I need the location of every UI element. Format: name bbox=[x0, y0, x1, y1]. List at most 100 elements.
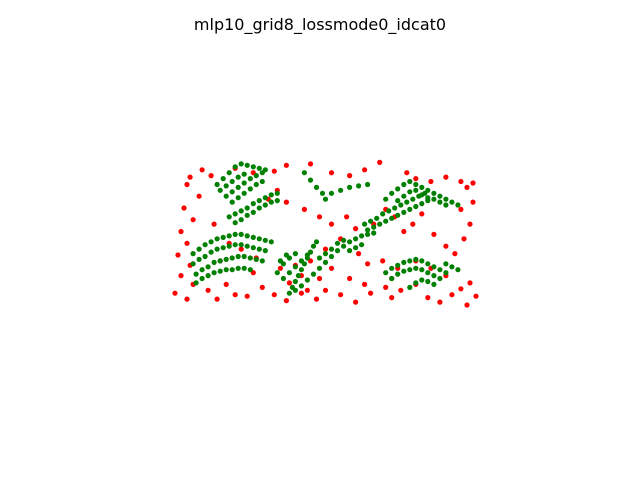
green-point-202 bbox=[395, 271, 401, 277]
green-point-69 bbox=[196, 256, 202, 262]
green-point-9 bbox=[217, 187, 223, 193]
green-point-124 bbox=[359, 233, 365, 239]
green-point-131 bbox=[304, 252, 310, 258]
green-point-103 bbox=[286, 290, 292, 296]
green-point-64 bbox=[250, 234, 256, 240]
green-point-31 bbox=[250, 201, 256, 207]
red-point-90 bbox=[380, 258, 386, 264]
red-point-78 bbox=[443, 243, 449, 249]
red-point-14 bbox=[443, 174, 449, 180]
green-point-217 bbox=[455, 267, 461, 273]
green-point-170 bbox=[443, 202, 449, 208]
red-point-32 bbox=[205, 287, 211, 293]
red-point-88 bbox=[356, 251, 362, 257]
green-point-117 bbox=[316, 265, 323, 271]
red-point-97 bbox=[277, 265, 283, 271]
green-point-137 bbox=[283, 252, 289, 258]
red-point-59 bbox=[301, 206, 307, 212]
red-point-5 bbox=[283, 162, 289, 168]
red-point-25 bbox=[175, 252, 181, 258]
green-point-128 bbox=[286, 270, 292, 276]
green-point-169 bbox=[437, 199, 443, 205]
green-point-77 bbox=[244, 243, 250, 249]
red-point-76 bbox=[419, 211, 425, 217]
green-point-150 bbox=[386, 208, 392, 214]
green-point-7 bbox=[256, 165, 262, 171]
green-point-196 bbox=[419, 258, 425, 264]
red-point-24 bbox=[184, 240, 190, 246]
green-point-186 bbox=[407, 189, 413, 195]
red-point-51 bbox=[449, 292, 455, 298]
green-point-3 bbox=[232, 164, 238, 170]
red-point-50 bbox=[437, 299, 443, 305]
red-point-44 bbox=[368, 290, 374, 296]
green-point-214 bbox=[431, 281, 437, 287]
green-point-65 bbox=[256, 236, 262, 242]
green-point-165 bbox=[413, 203, 419, 210]
green-point-36 bbox=[232, 220, 238, 226]
green-point-14 bbox=[223, 193, 229, 199]
green-point-140 bbox=[328, 246, 335, 252]
red-point-46 bbox=[389, 295, 395, 301]
green-point-38 bbox=[244, 212, 250, 218]
green-point-0 bbox=[214, 181, 220, 188]
red-point-43 bbox=[353, 299, 359, 305]
green-point-198 bbox=[431, 264, 437, 270]
green-point-111 bbox=[310, 243, 317, 249]
green-point-6 bbox=[250, 164, 256, 170]
red-point-82 bbox=[458, 206, 464, 212]
green-point-45 bbox=[307, 177, 314, 183]
red-point-15 bbox=[458, 178, 464, 185]
green-point-70 bbox=[202, 253, 208, 260]
green-point-114 bbox=[298, 283, 304, 289]
green-point-48 bbox=[322, 196, 329, 202]
red-point-17 bbox=[464, 184, 470, 190]
green-point-87 bbox=[229, 255, 235, 261]
green-point-130 bbox=[298, 258, 304, 264]
green-point-2 bbox=[226, 170, 232, 176]
red-point-45 bbox=[383, 284, 389, 290]
green-point-192 bbox=[395, 262, 401, 268]
green-point-93 bbox=[193, 280, 199, 286]
green-point-188 bbox=[419, 192, 425, 198]
green-point-138 bbox=[316, 255, 323, 261]
green-point-154 bbox=[410, 196, 416, 202]
red-point-101 bbox=[362, 281, 368, 287]
green-point-63 bbox=[244, 233, 250, 239]
red-point-77 bbox=[431, 231, 437, 237]
green-point-134 bbox=[292, 251, 298, 257]
red-point-9 bbox=[362, 167, 368, 173]
red-point-52 bbox=[458, 286, 464, 292]
red-point-39 bbox=[298, 290, 304, 296]
green-point-205 bbox=[413, 265, 419, 271]
green-point-125 bbox=[365, 231, 371, 237]
green-point-174 bbox=[401, 181, 407, 188]
green-point-97 bbox=[217, 268, 223, 274]
red-point-7 bbox=[328, 170, 335, 176]
green-point-96 bbox=[211, 270, 217, 276]
green-point-54 bbox=[190, 251, 196, 257]
green-point-139 bbox=[322, 251, 329, 257]
red-point-58 bbox=[283, 199, 289, 205]
green-point-59 bbox=[220, 234, 226, 240]
green-point-33 bbox=[262, 195, 268, 201]
red-point-40 bbox=[313, 296, 320, 302]
green-point-16 bbox=[235, 184, 241, 190]
green-point-129 bbox=[292, 264, 298, 270]
red-point-98 bbox=[316, 275, 323, 282]
red-point-70 bbox=[353, 226, 359, 232]
green-point-94 bbox=[199, 275, 205, 282]
green-point-184 bbox=[395, 198, 401, 204]
green-point-52 bbox=[356, 183, 362, 189]
green-point-51 bbox=[347, 184, 353, 190]
green-point-176 bbox=[413, 181, 419, 188]
green-point-145 bbox=[359, 242, 365, 248]
green-point-27 bbox=[226, 214, 232, 220]
red-point-67 bbox=[286, 280, 292, 286]
red-point-18 bbox=[187, 174, 193, 180]
green-point-187 bbox=[413, 187, 419, 193]
green-point-116 bbox=[310, 271, 317, 277]
green-point-203 bbox=[401, 268, 407, 274]
red-point-83 bbox=[470, 199, 476, 205]
red-point-54 bbox=[464, 302, 470, 308]
